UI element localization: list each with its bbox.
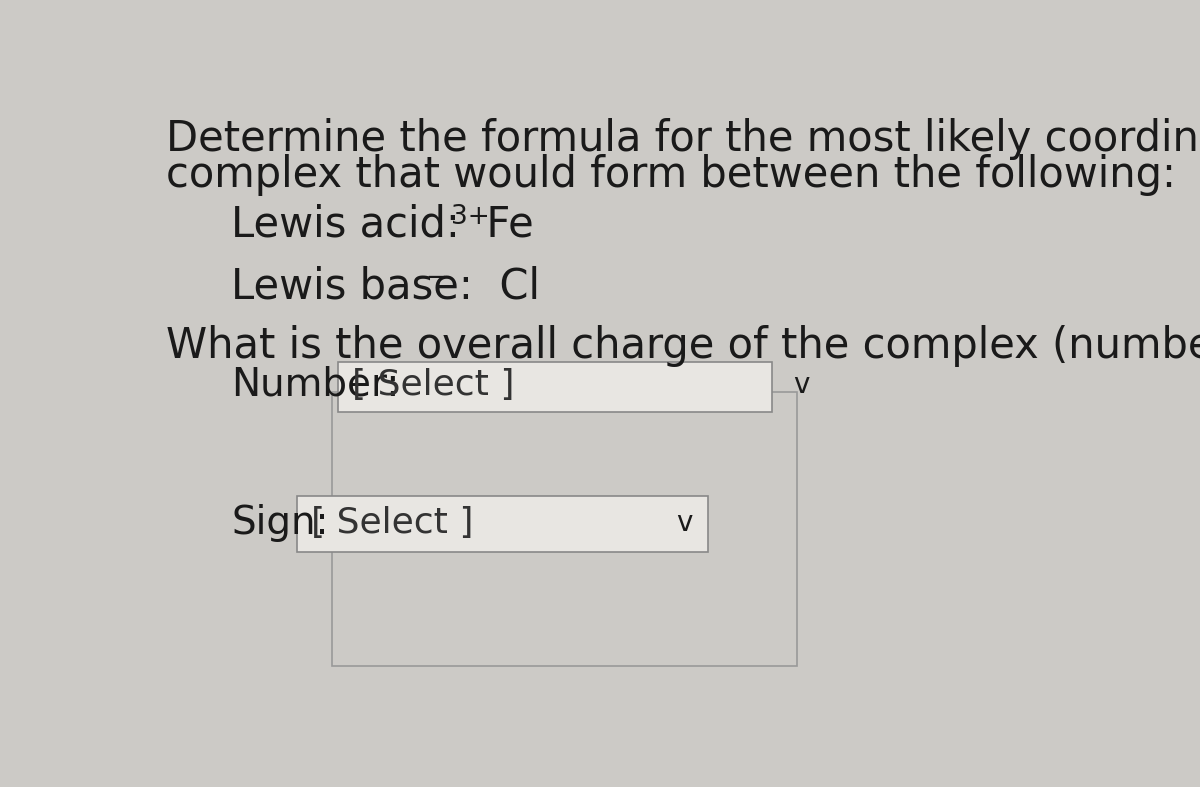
Text: Sign:: Sign: [232, 504, 329, 542]
Text: 3+: 3+ [451, 204, 490, 230]
Text: Lewis acid:  Fe: Lewis acid: Fe [232, 204, 534, 246]
Text: [ Select ]: [ Select ] [352, 368, 514, 401]
FancyBboxPatch shape [298, 497, 708, 552]
Text: Lewis base:  Cl: Lewis base: Cl [232, 265, 540, 308]
Text: complex that would form between the following:: complex that would form between the foll… [166, 153, 1176, 196]
Text: Determine the formula for the most likely coordinate covalent: Determine the formula for the most likel… [166, 117, 1200, 160]
Text: Number:: Number: [232, 366, 400, 404]
Text: v: v [793, 371, 810, 399]
FancyBboxPatch shape [337, 362, 772, 412]
Text: v: v [677, 509, 692, 538]
Text: [ Select ]: [ Select ] [311, 506, 474, 541]
Text: −: − [425, 265, 448, 291]
Text: What is the overall charge of the complex (number and sign)?: What is the overall charge of the comple… [166, 326, 1200, 368]
